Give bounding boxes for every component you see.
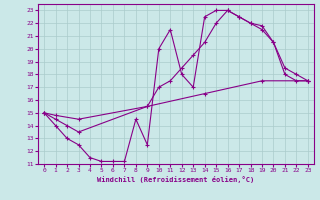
X-axis label: Windchill (Refroidissement éolien,°C): Windchill (Refroidissement éolien,°C) xyxy=(97,176,255,183)
